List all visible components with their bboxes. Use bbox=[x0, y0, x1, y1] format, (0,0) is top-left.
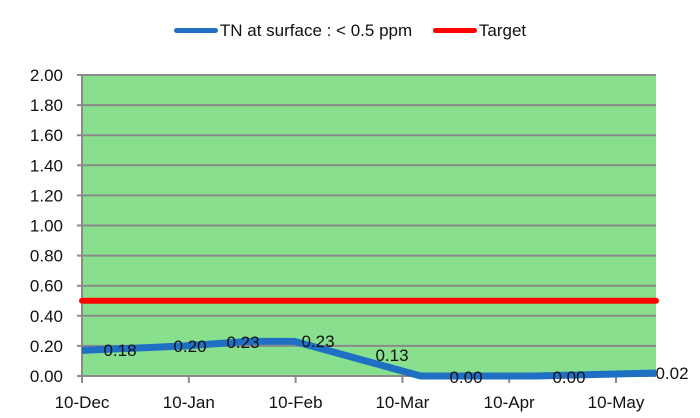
legend-item-target: Target bbox=[432, 20, 527, 41]
tn-series-line bbox=[81, 337, 657, 380]
y-tick-label: 0.60 bbox=[30, 277, 63, 296]
x-tick-label: 10-May bbox=[588, 393, 645, 412]
data-label: 0.02 bbox=[655, 364, 688, 383]
legend-swatch-blue-icon bbox=[173, 28, 218, 33]
data-label: 0.00 bbox=[552, 368, 585, 387]
chart-legend: TN at surface : < 0.5 ppm Target bbox=[0, 18, 700, 41]
data-label: 0.18 bbox=[103, 341, 136, 360]
legend-swatch-red-icon bbox=[432, 28, 477, 33]
x-tick-label: 10-Mar bbox=[375, 393, 429, 412]
y-tick-label: 0.20 bbox=[30, 337, 63, 356]
x-tick-label: 10-Feb bbox=[269, 393, 323, 412]
y-tick-label: 0.00 bbox=[30, 367, 63, 386]
y-tick-label: 1.60 bbox=[30, 126, 63, 145]
legend-label: Target bbox=[478, 20, 527, 40]
y-tick-label: 0.40 bbox=[30, 307, 63, 326]
y-tick-label: 1.20 bbox=[30, 186, 63, 205]
data-label: 0.23 bbox=[301, 332, 334, 351]
x-tick-label: 10-Apr bbox=[484, 393, 535, 412]
x-tick-label: 10-Jan bbox=[163, 393, 215, 412]
legend-item-tn: TN at surface : < 0.5 ppm bbox=[173, 20, 413, 41]
data-label: 0.23 bbox=[226, 333, 259, 352]
y-tick-label: 1.80 bbox=[30, 96, 63, 115]
y-tick-label: 1.40 bbox=[30, 156, 63, 175]
data-label: 0.00 bbox=[449, 368, 482, 387]
y-tick-label: 1.00 bbox=[30, 217, 63, 236]
y-tick-label: 0.80 bbox=[30, 247, 63, 266]
x-tick-label: 10-Dec bbox=[55, 393, 110, 412]
y-tick-label: 2.00 bbox=[30, 66, 63, 85]
data-label: 0.13 bbox=[375, 346, 408, 365]
legend-label: TN at surface : < 0.5 ppm bbox=[219, 20, 413, 40]
data-label: 0.20 bbox=[173, 337, 206, 356]
